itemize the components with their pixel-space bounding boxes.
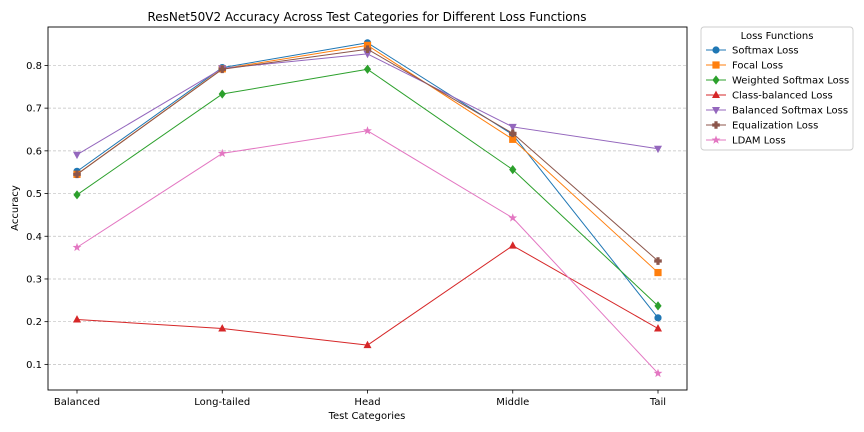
data-point (217, 148, 227, 158)
y-tick-label: 0.1 (26, 360, 42, 371)
series-group (72, 39, 663, 378)
data-point (508, 241, 517, 249)
data-point (654, 314, 662, 322)
legend-marker (712, 90, 720, 98)
x-tick-label: Head (354, 397, 380, 408)
y-tick-label: 0.2 (26, 317, 42, 328)
data-point (73, 151, 81, 160)
data-point (73, 315, 81, 323)
data-point (653, 368, 663, 378)
legend-entry: Focal Loss (706, 61, 783, 72)
series-ldam-loss (72, 126, 663, 378)
legend-title: Loss Functions (741, 31, 814, 42)
legend-entry: Weighted Softmax Loss (706, 75, 849, 87)
series-class-balanced-loss (73, 241, 662, 349)
data-point (363, 45, 372, 54)
legend-marker (712, 46, 720, 54)
data-point (218, 65, 227, 74)
data-point (509, 165, 517, 175)
legend-entry: Class-balanced Loss (706, 91, 833, 102)
data-point (654, 268, 662, 277)
plot-area-frame (47, 26, 688, 391)
y-tick-label: 0.4 (26, 232, 42, 243)
x-tick-label: Middle (496, 397, 529, 408)
legend-label: Softmax Loss (732, 46, 799, 57)
series-equalization-loss (73, 45, 662, 265)
y-tick-label: 0.6 (26, 146, 42, 157)
legend-entry: LDAM Loss (706, 135, 786, 147)
series-weighted-softmax-loss (73, 64, 662, 311)
y-axis: 0.1 0.2 0.3 0.4 0.5 0.6 0.7 0.8 (26, 61, 48, 371)
legend: Loss Functions Softmax Loss Focal Loss Wei… (700, 26, 854, 151)
legend-frame (700, 26, 854, 151)
y-tick-label: 0.8 (26, 61, 42, 72)
data-point (363, 126, 372, 135)
legend-marker (711, 135, 721, 144)
legend-marker (712, 107, 720, 115)
legend-label: Class-balanced Loss (732, 91, 833, 102)
legend-label: Balanced Softmax Loss (732, 106, 848, 117)
y-tick-label: 0.7 (26, 104, 42, 115)
legend-entry: Equalization Loss (706, 121, 818, 132)
data-point (218, 324, 227, 332)
series-focal-loss (73, 41, 662, 277)
data-point (363, 64, 372, 74)
series-line (76, 42, 659, 319)
legend-entry: Softmax Loss (706, 46, 799, 57)
legend-label: LDAM Loss (732, 136, 786, 147)
legend-label: Focal Loss (732, 61, 783, 72)
legend-entry: Balanced Softmax Loss (706, 106, 848, 117)
data-point (508, 129, 517, 138)
x-tick-label: Tail (649, 397, 666, 408)
data-point (73, 190, 81, 200)
series-line (76, 68, 659, 307)
data-point (72, 242, 82, 252)
data-point (363, 41, 372, 49)
data-point (363, 50, 372, 59)
x-axis: Balanced Long-tailed Head Middle Tail (54, 390, 666, 408)
legend-marker (712, 121, 720, 129)
legend-items: Softmax Loss Focal Loss Weighted Softmax L… (706, 46, 849, 147)
x-tick-label: Long-tailed (194, 397, 250, 408)
series-line (76, 130, 659, 374)
legend-marker (712, 75, 720, 85)
legend-label: Weighted Softmax Loss (732, 76, 849, 87)
y-tick-label: 0.5 (26, 189, 42, 200)
data-point (218, 89, 226, 99)
y-tick-label: 0.3 (26, 274, 42, 285)
data-point (654, 301, 662, 311)
data-point (654, 257, 662, 265)
grid-lines (48, 65, 687, 365)
y-axis-label: Accuracy (10, 185, 21, 231)
data-point (654, 324, 662, 332)
x-axis-label: Test Categories (328, 411, 406, 422)
legend-marker (712, 61, 720, 69)
data-point (508, 123, 517, 132)
data-point (654, 145, 662, 154)
series-line (76, 48, 659, 262)
series-line (76, 44, 659, 273)
data-point (73, 170, 81, 179)
chart-title: ResNet50V2 Accuracy Across Test Categori… (147, 10, 586, 24)
x-tick-label: Balanced (54, 397, 100, 408)
data-point (508, 213, 518, 222)
series-line (76, 245, 659, 346)
data-point (509, 135, 517, 143)
legend-label: Equalization Loss (732, 121, 818, 132)
data-point (363, 340, 372, 349)
